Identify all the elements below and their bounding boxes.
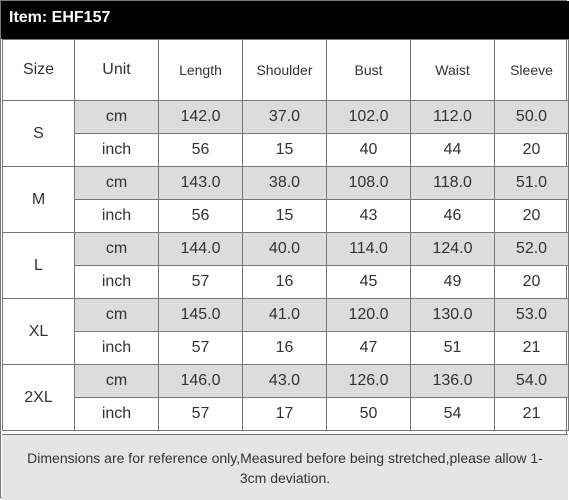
unit-cell: inch	[74, 265, 159, 299]
column-header-bust: Bust	[326, 39, 411, 101]
length-cell: 57	[158, 265, 243, 299]
size-label: S	[2, 100, 75, 167]
table-row: XL cm 145.0 41.0 120.0 130.0 53.0	[2, 298, 569, 365]
size-label: M	[2, 166, 75, 233]
table-row: inch 57 16 45 49 20	[3, 265, 569, 299]
sleeve-cell: 54.0	[494, 364, 569, 398]
length-cell: 145.0	[158, 298, 243, 332]
column-header-length: Length	[158, 39, 243, 101]
table-row: inch 57 16 47 51 21	[3, 331, 569, 365]
waist-cell: 124.0	[410, 232, 495, 266]
footnote-text: Dimensions are for reference only,Measur…	[27, 449, 543, 486]
length-cell: 142.0	[158, 100, 243, 134]
unit-cell: cm	[74, 364, 159, 398]
shoulder-cell: 43.0	[242, 364, 327, 398]
column-header-unit: Unit	[74, 39, 159, 101]
length-cell: 144.0	[158, 232, 243, 266]
bust-cell: 114.0	[326, 232, 411, 266]
waist-cell: 112.0	[410, 100, 495, 134]
item-header: Item: EHF157	[1, 1, 569, 39]
column-header-sleeve: Sleeve	[494, 39, 569, 101]
table-row: inch 56 15 40 44 20	[3, 133, 569, 167]
shoulder-cell: 41.0	[242, 298, 327, 332]
waist-cell: 51	[410, 331, 495, 365]
shoulder-cell: 15	[242, 199, 327, 233]
sleeve-cell: 52.0	[494, 232, 569, 266]
column-header-shoulder: Shoulder	[242, 39, 327, 101]
length-cell: 56	[158, 133, 243, 167]
unit-cell: cm	[74, 166, 159, 200]
sleeve-cell: 51.0	[494, 166, 569, 200]
bust-cell: 126.0	[326, 364, 411, 398]
length-cell: 146.0	[158, 364, 243, 398]
unit-cell: inch	[74, 397, 159, 431]
footnote-panel: Dimensions are for reference only,Measur…	[2, 434, 568, 500]
waist-cell: 118.0	[410, 166, 495, 200]
shoulder-cell: 15	[242, 133, 327, 167]
waist-cell: 54	[410, 397, 495, 431]
unit-cell: cm	[74, 298, 159, 332]
shoulder-cell: 40.0	[242, 232, 327, 266]
shoulder-cell: 37.0	[242, 100, 327, 134]
sleeve-cell: 20	[494, 133, 569, 167]
waist-cell: 44	[410, 133, 495, 167]
unit-cell: inch	[74, 133, 159, 167]
sleeve-cell: 20	[494, 265, 569, 299]
bust-cell: 45	[326, 265, 411, 299]
header-row: Size Unit Length Shoulder Bust Waist Sle…	[2, 39, 569, 101]
bust-cell: 108.0	[326, 166, 411, 200]
length-cell: 57	[158, 331, 243, 365]
size-label: 2XL	[2, 364, 75, 431]
bust-cell: 102.0	[326, 100, 411, 134]
unit-cell: cm	[74, 232, 159, 266]
table-row: inch 57 17 50 54 21	[3, 397, 569, 431]
shoulder-cell: 38.0	[242, 166, 327, 200]
size-label: XL	[2, 298, 75, 365]
waist-cell: 130.0	[410, 298, 495, 332]
bust-cell: 43	[326, 199, 411, 233]
shoulder-cell: 16	[242, 331, 327, 365]
bust-cell: 40	[326, 133, 411, 167]
length-cell: 57	[158, 397, 243, 431]
sleeve-cell: 21	[494, 331, 569, 365]
waist-cell: 46	[410, 199, 495, 233]
bust-cell: 50	[326, 397, 411, 431]
shoulder-cell: 16	[242, 265, 327, 299]
waist-cell: 136.0	[410, 364, 495, 398]
shoulder-cell: 17	[242, 397, 327, 431]
sleeve-cell: 53.0	[494, 298, 569, 332]
waist-cell: 49	[410, 265, 495, 299]
item-title: Item: EHF157	[9, 9, 111, 26]
length-cell: 56	[158, 199, 243, 233]
length-cell: 143.0	[158, 166, 243, 200]
table-row: inch 56 15 43 46 20	[3, 199, 569, 233]
table-row: 2XL cm 146.0 43.0 126.0 136.0 54.0	[2, 364, 569, 431]
size-label: L	[2, 232, 75, 299]
sleeve-cell: 21	[494, 397, 569, 431]
bust-cell: 47	[326, 331, 411, 365]
unit-cell: inch	[74, 331, 159, 365]
sleeve-cell: 50.0	[494, 100, 569, 134]
unit-cell: cm	[74, 100, 159, 134]
bust-cell: 120.0	[326, 298, 411, 332]
sleeve-cell: 20	[494, 199, 569, 233]
column-header-waist: Waist	[410, 39, 495, 101]
size-table: Size Unit Length Shoulder Bust Waist Sle…	[2, 39, 569, 431]
unit-cell: inch	[74, 199, 159, 233]
column-header-size: Size	[2, 39, 75, 101]
